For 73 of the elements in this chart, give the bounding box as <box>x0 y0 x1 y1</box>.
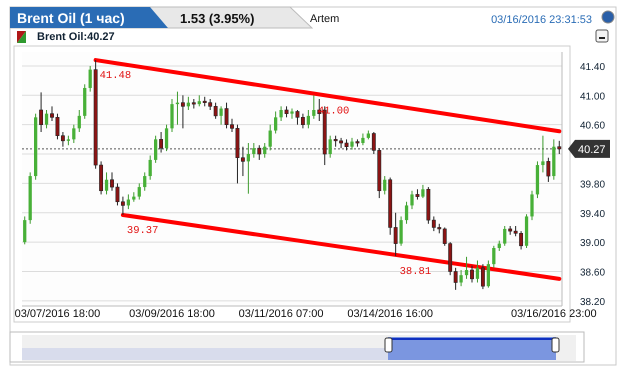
candlestick <box>72 124 76 144</box>
candlestick <box>176 91 180 126</box>
candlestick <box>198 94 201 107</box>
candlestick <box>492 245 496 268</box>
y-tick-label: 38.20 <box>580 296 606 308</box>
candlestick <box>66 135 70 146</box>
x-tick-label: 03/09/2016 18:00 <box>129 308 215 320</box>
candlestick <box>459 270 463 287</box>
candlestick <box>498 240 501 252</box>
y-tick-label: 39.40 <box>580 208 606 220</box>
candlestick <box>159 132 164 154</box>
candlestick <box>476 260 480 284</box>
candlestick <box>126 194 130 210</box>
x-tick-label: 03/07/2016 18:00 <box>14 308 100 320</box>
candlestick <box>306 109 310 129</box>
candlestick <box>361 132 365 146</box>
annotation: 39.37 <box>126 224 158 237</box>
candlestick <box>350 137 354 150</box>
candlestick <box>148 155 152 180</box>
candlestick <box>257 144 262 160</box>
candlestick <box>23 216 26 245</box>
annotation: 38.81 <box>400 266 432 278</box>
candlestick <box>138 182 141 200</box>
y-tick-label: 39.00 <box>580 238 606 250</box>
candlestick <box>104 172 108 195</box>
x-tick-label: 03/11/2016 07:00 <box>238 308 324 320</box>
candlestick <box>399 216 403 246</box>
candlestick <box>268 124 272 151</box>
candlestick <box>404 201 408 224</box>
y-tick-label: 40.60 <box>580 120 606 132</box>
candlestick <box>416 188 420 200</box>
candlestick <box>252 142 256 158</box>
y-tick-label: 39.80 <box>580 179 606 190</box>
y-tick-label: 41.40 <box>580 62 606 73</box>
candlestick <box>530 190 534 221</box>
y-tick-label: 38.60 <box>580 267 606 278</box>
text: 03/16/2016 23:31:53 <box>491 14 592 26</box>
candlestick <box>279 106 283 122</box>
ref-line-label: 40.27 <box>578 144 606 156</box>
candlestick <box>312 94 316 120</box>
candlestick <box>39 92 44 133</box>
candlestick <box>132 192 136 202</box>
candlestick <box>410 190 414 210</box>
candlestick <box>546 157 550 182</box>
x-tick-label: 03/16/2016 23:00 <box>511 308 597 320</box>
chart-title: Brent Oil (1 час) <box>17 10 125 26</box>
candlestick <box>274 110 278 134</box>
candlestick <box>328 135 332 158</box>
x-tick-label: 03/14/2016 16:00 <box>347 308 433 320</box>
candlestick <box>284 106 288 118</box>
candlestick <box>78 109 81 133</box>
candlestick <box>503 225 506 246</box>
chart-subtitle: 1.53 (3.95%) <box>180 11 254 26</box>
candlestick <box>464 256 468 280</box>
candlestick <box>143 172 146 192</box>
candlestick <box>383 176 386 195</box>
candlestick <box>480 264 485 290</box>
text: Artem <box>310 13 340 25</box>
candlestick <box>192 98 196 110</box>
candlestick <box>164 124 168 152</box>
candlestick <box>219 106 223 126</box>
candlestick <box>154 135 158 164</box>
candlestick <box>180 94 185 129</box>
candlestick <box>186 96 190 110</box>
text: Brent Oil:40.27 <box>37 31 115 43</box>
y-tick-label: 41.00 <box>580 91 606 102</box>
annotation: 41.48 <box>100 70 132 82</box>
candlestick <box>470 265 474 284</box>
candlestick <box>88 65 92 92</box>
candlestick <box>44 109 48 129</box>
candlestick <box>246 142 250 194</box>
candlestick <box>486 260 490 288</box>
candlestick <box>263 142 266 158</box>
